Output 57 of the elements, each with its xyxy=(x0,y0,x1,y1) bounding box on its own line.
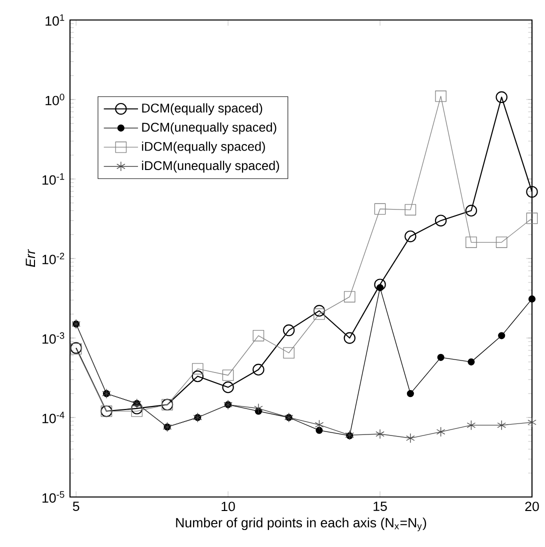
point xyxy=(254,403,263,414)
point xyxy=(374,278,386,290)
point xyxy=(376,429,384,440)
point xyxy=(434,214,447,226)
legend-label: iDCM(equally spaced) xyxy=(142,142,265,154)
x-tick-label: 15 xyxy=(374,502,387,512)
point xyxy=(406,390,414,398)
y-tick-label: 10$^{-5}$ xyxy=(42,491,64,503)
y-tick-label: 10$^{1}$ xyxy=(46,14,64,26)
point xyxy=(222,370,234,381)
point xyxy=(526,186,538,198)
y-tick-label: 10$^{-4}$ xyxy=(42,412,64,424)
legend-label: DCM(equally spaced) xyxy=(142,103,262,116)
point xyxy=(374,203,386,215)
point xyxy=(131,406,143,417)
point xyxy=(465,204,478,217)
y-tick-label: 10$^{-3}$ xyxy=(42,332,64,344)
point xyxy=(316,426,323,434)
point xyxy=(528,295,536,302)
point xyxy=(466,420,476,430)
point xyxy=(282,324,295,336)
point xyxy=(497,420,506,430)
x-tick-label: 10 xyxy=(222,502,235,512)
point xyxy=(406,433,415,444)
point xyxy=(404,230,416,242)
y-tick-label: 10$^{0}$ xyxy=(46,94,64,106)
point xyxy=(344,291,356,302)
point xyxy=(314,308,325,320)
legend-label: iDCM(unequally spaced) xyxy=(142,160,280,173)
x-tick-label: 20 xyxy=(525,502,539,512)
point xyxy=(283,347,295,359)
point xyxy=(252,364,264,376)
point xyxy=(344,332,356,344)
point xyxy=(435,90,446,102)
point xyxy=(437,354,444,361)
x-axis-title: Number of grid points in each axis (N$_{x}$=N$_{y}$) xyxy=(176,518,426,532)
point xyxy=(314,420,324,430)
point xyxy=(192,370,204,382)
point xyxy=(131,402,143,414)
point xyxy=(498,332,506,340)
point xyxy=(468,358,475,366)
point xyxy=(252,330,264,342)
legend-label: DCM(unequally spaced) xyxy=(142,122,276,134)
point xyxy=(436,426,446,437)
x-tick-label: 5 xyxy=(72,502,80,512)
point xyxy=(222,381,234,394)
point xyxy=(526,212,538,224)
point xyxy=(496,91,508,104)
y-tick-label: 10$^{-1}$ xyxy=(42,173,64,185)
point xyxy=(313,304,326,317)
y-axis-title: Err xyxy=(26,249,36,267)
point xyxy=(528,417,536,428)
point xyxy=(466,236,477,248)
point xyxy=(404,204,416,216)
point xyxy=(496,236,508,248)
y-tick-label: 10$^{-2}$ xyxy=(42,252,64,264)
point xyxy=(192,363,204,374)
